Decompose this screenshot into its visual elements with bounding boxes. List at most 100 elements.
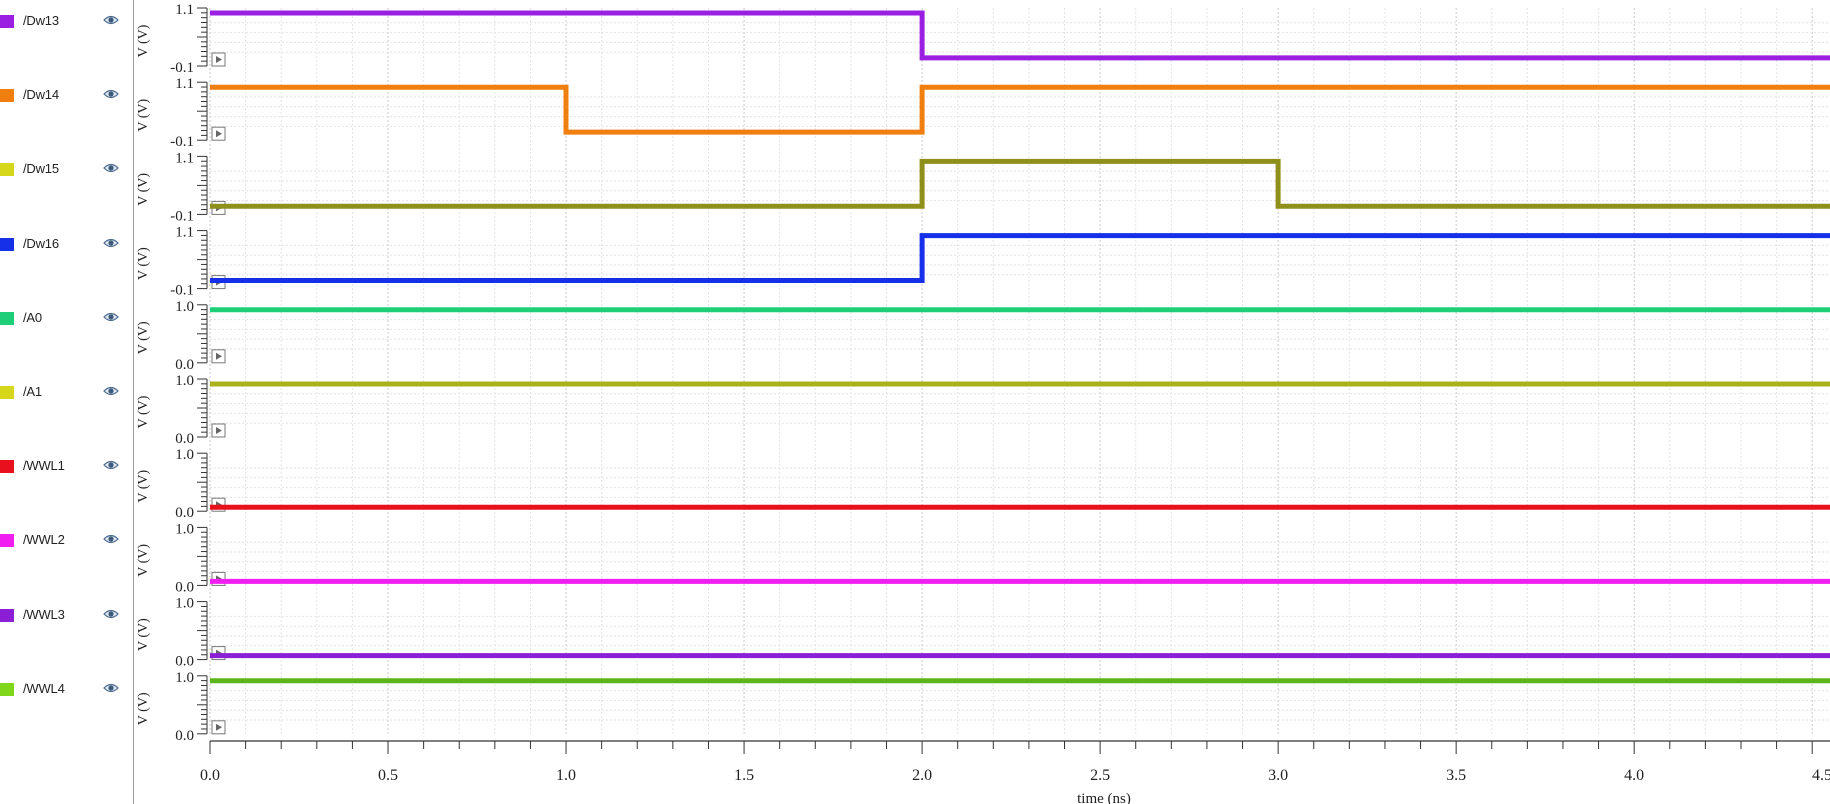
- legend-color-swatch: [0, 682, 14, 696]
- legend-label: /A1: [23, 384, 42, 399]
- waveform-trace: [210, 233, 1830, 283]
- y-tick-label: 1.1: [175, 225, 194, 241]
- y-tick-label: 0.0: [175, 579, 194, 595]
- eye-icon[interactable]: [103, 682, 119, 694]
- expand-panel-button[interactable]: [211, 349, 226, 364]
- y-axis-label: V (V): [136, 618, 151, 651]
- play-triangle-icon: [216, 352, 222, 360]
- legend-item[interactable]: /WWL2: [0, 531, 132, 551]
- legend-color-swatch: [0, 460, 14, 474]
- legend-item[interactable]: /A0: [0, 309, 132, 329]
- legend-item[interactable]: /Dw13: [0, 12, 132, 32]
- waveform-panel: 1.0 0.0 V (V): [136, 596, 1830, 670]
- legend-label: /WWL4: [23, 680, 65, 696]
- eye-icon[interactable]: [103, 88, 119, 100]
- eye-icon[interactable]: [103, 14, 119, 26]
- y-tick-label: 0.0: [175, 431, 194, 447]
- y-tick-label: -0.1: [170, 208, 194, 224]
- waveform-panel: 1.1 -0.1 V (V): [136, 2, 1830, 76]
- y-axis-label: V (V): [136, 692, 151, 725]
- y-tick-label: 1.0: [175, 670, 194, 686]
- y-tick-label: 1.0: [175, 447, 194, 463]
- x-tick-label: 4.5: [1812, 767, 1830, 784]
- y-axis-label: V (V): [136, 469, 151, 502]
- legend-color-swatch: [0, 89, 14, 103]
- y-axis-label: V (V): [136, 173, 151, 206]
- waveform-panel: 1.0 0.0 V (V): [136, 521, 1830, 595]
- legend-item[interactable]: /WWL3: [0, 606, 132, 626]
- eye-icon[interactable]: [103, 608, 119, 620]
- waveform-panel: 1.1 -0.1 V (V): [136, 225, 1830, 299]
- y-tick-label: 1.1: [175, 2, 194, 18]
- legend-label: /Dw15: [23, 161, 59, 177]
- x-tick-label: 3.5: [1446, 767, 1466, 784]
- legend-item[interactable]: /Dw15: [0, 160, 132, 180]
- legend-item[interactable]: /Dw14: [0, 86, 132, 106]
- y-tick-label: -0.1: [170, 134, 194, 150]
- legend-item[interactable]: /WWL1: [0, 457, 132, 477]
- x-tick-label: 0.0: [200, 767, 220, 784]
- waveform-panel: 1.0 0.0 V (V): [136, 373, 1830, 447]
- waveform-panel: 1.1 -0.1 V (V): [136, 76, 1830, 150]
- legend-color-swatch: [0, 534, 14, 548]
- x-tick-label: 0.5: [378, 767, 398, 784]
- legend-label: /A0: [23, 309, 42, 325]
- eye-icon[interactable]: [103, 385, 119, 397]
- y-tick-label: -0.1: [170, 283, 194, 299]
- y-tick-label: 0.0: [175, 357, 194, 373]
- legend-color-swatch: [0, 237, 14, 251]
- eye-icon[interactable]: [103, 311, 119, 323]
- legend-color-swatch: [0, 386, 14, 399]
- eye-icon[interactable]: [103, 237, 119, 249]
- y-tick-label: 1.1: [175, 76, 194, 92]
- x-tick-label: 1.5: [734, 767, 754, 784]
- x-axis: 0.0 0.5 1.0 1.5 2.0 2.5 3.0 3.5 4.0 4.5 time (ns): [200, 740, 1830, 804]
- legend-label: /WWL3: [23, 606, 65, 622]
- legend-color-swatch: [0, 311, 14, 325]
- legend-label: /WWL2: [23, 532, 65, 548]
- legend-label: /WWL1: [23, 458, 65, 474]
- x-tick-label: 4.0: [1624, 767, 1644, 784]
- waveform-trace: [210, 10, 1830, 61]
- signal-legend: /Dw13/Dw14/Dw15/Dw16/A0/A1/WWL1/WWL2/WWL…: [0, 0, 134, 804]
- waveform-panel: 1.0 0.0 V (V): [136, 447, 1830, 521]
- legend-item[interactable]: /WWL4: [0, 680, 132, 700]
- y-axis-label: V (V): [136, 247, 151, 280]
- x-tick-label: 3.0: [1268, 767, 1288, 784]
- waveform-panel: 1.0 0.0 V (V): [136, 299, 1830, 373]
- y-tick-label: 1.0: [175, 521, 194, 537]
- eye-icon[interactable]: [103, 162, 119, 174]
- panel-divider: [133, 0, 134, 804]
- y-axis-label: V (V): [136, 544, 151, 577]
- legend-color-swatch: [0, 608, 14, 622]
- expand-panel-button[interactable]: [211, 126, 226, 141]
- waveform-trace: [210, 158, 1830, 209]
- expand-panel-button[interactable]: [211, 52, 226, 67]
- y-axis-label: V (V): [136, 395, 151, 428]
- y-tick-label: 0.0: [175, 505, 194, 521]
- legend-label: /Dw14: [23, 87, 59, 103]
- play-triangle-icon: [216, 130, 222, 138]
- eye-icon[interactable]: [103, 459, 119, 471]
- x-tick-label: 2.0: [912, 767, 932, 784]
- y-axis-label: V (V): [136, 321, 151, 354]
- waveform-panel: 1.0 0.0 V (V): [136, 670, 1830, 744]
- y-tick-label: -0.1: [170, 60, 194, 76]
- expand-panel-button[interactable]: [211, 720, 226, 735]
- legend-item[interactable]: /Dw16: [0, 235, 132, 255]
- waveform-plot: 1.1-0.1V (V)1.1-0.1V (V)1.1-0.1V (V)1.1-…: [136, 2, 1830, 804]
- play-triangle-icon: [216, 723, 222, 731]
- y-tick-label: 0.0: [175, 728, 194, 744]
- legend-label: /Dw13: [23, 13, 59, 28]
- expand-panel-button[interactable]: [211, 423, 226, 438]
- eye-icon[interactable]: [103, 533, 119, 545]
- legend-color-swatch: [0, 15, 14, 28]
- legend-item[interactable]: /A1: [0, 383, 132, 403]
- x-axis-label: time (ns): [1077, 791, 1131, 804]
- x-tick-label: 2.5: [1090, 767, 1110, 784]
- waveform-trace: [210, 84, 1830, 135]
- play-triangle-icon: [216, 427, 222, 434]
- y-tick-label: 1.0: [175, 299, 194, 315]
- y-tick-label: 0.0: [175, 654, 194, 670]
- play-triangle-icon: [216, 56, 222, 63]
